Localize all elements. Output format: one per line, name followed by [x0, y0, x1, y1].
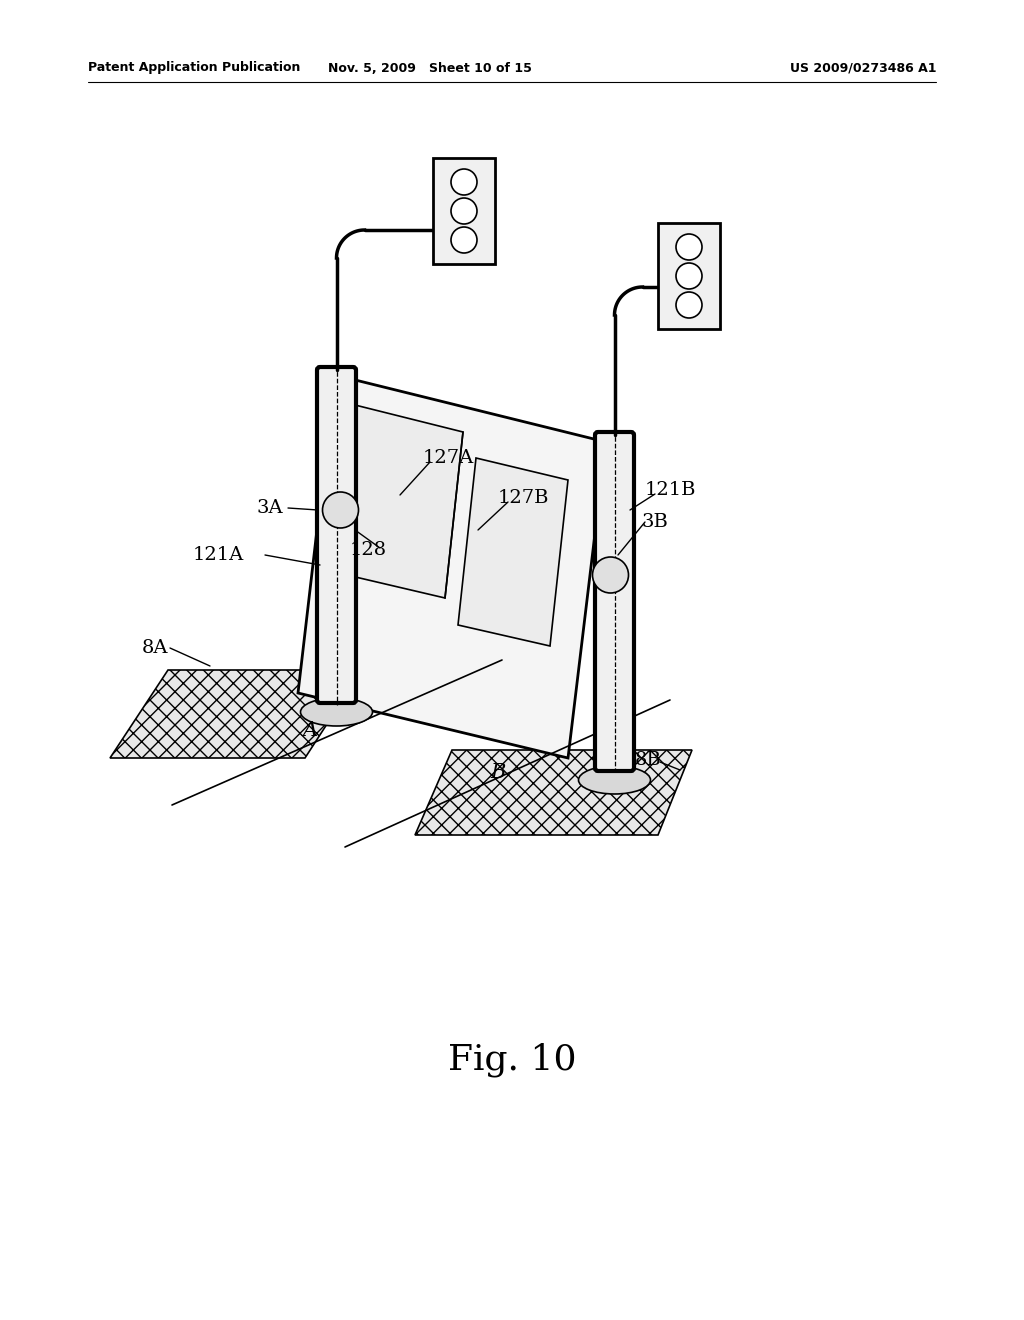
Text: 121B: 121B: [644, 480, 695, 499]
FancyBboxPatch shape: [317, 367, 356, 704]
Circle shape: [676, 234, 702, 260]
Text: Nov. 5, 2009   Sheet 10 of 15: Nov. 5, 2009 Sheet 10 of 15: [328, 62, 531, 74]
Ellipse shape: [300, 698, 373, 726]
Text: US 2009/0273486 A1: US 2009/0273486 A1: [790, 62, 936, 74]
Text: 121A: 121A: [193, 546, 244, 564]
Text: 3B: 3B: [642, 513, 669, 531]
Polygon shape: [298, 375, 606, 758]
Text: 8A: 8A: [141, 639, 168, 657]
Ellipse shape: [579, 766, 650, 795]
Text: 127A: 127A: [422, 449, 474, 467]
Polygon shape: [317, 400, 463, 598]
FancyBboxPatch shape: [595, 432, 634, 771]
FancyBboxPatch shape: [433, 158, 495, 264]
Text: Patent Application Publication: Patent Application Publication: [88, 62, 300, 74]
Circle shape: [451, 227, 477, 253]
Circle shape: [323, 492, 358, 528]
Circle shape: [451, 169, 477, 195]
Circle shape: [676, 263, 702, 289]
Text: A: A: [302, 721, 317, 739]
Circle shape: [676, 292, 702, 318]
Circle shape: [451, 198, 477, 224]
Polygon shape: [458, 458, 568, 645]
Text: 128: 128: [349, 541, 387, 558]
Polygon shape: [415, 750, 692, 836]
Text: Fig. 10: Fig. 10: [447, 1043, 577, 1077]
Text: 127B: 127B: [498, 488, 549, 507]
Circle shape: [593, 557, 629, 593]
Text: B: B: [490, 763, 506, 783]
Polygon shape: [110, 671, 362, 758]
Text: 3A: 3A: [257, 499, 284, 517]
Text: 8B: 8B: [635, 751, 662, 770]
FancyBboxPatch shape: [658, 223, 720, 329]
